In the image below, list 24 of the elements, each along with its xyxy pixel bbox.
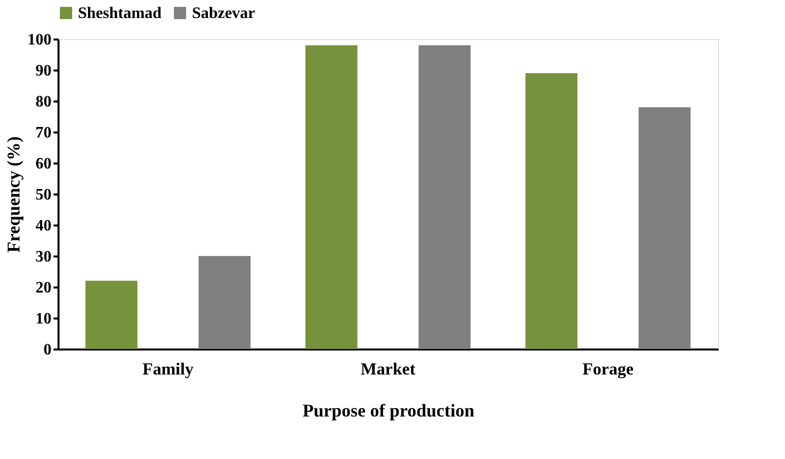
y-tick-label: 100 [28,32,52,48]
x-tick-label: Market [360,360,416,378]
y-tick-label: 40 [36,218,52,234]
bar [198,256,251,349]
y-tick-label: 60 [36,156,52,172]
x-tick-label: Forage [582,360,634,378]
bar [638,107,691,349]
y-tick-label: 70 [36,124,52,142]
bar [85,280,138,349]
y-tick-label: 10 [36,310,52,328]
x-tick-label: Family [142,360,194,378]
y-axis-title: Frequency (%) [4,136,24,253]
bar [418,45,471,349]
bar [525,73,578,349]
legend-label: Sheshtamad [78,5,162,22]
x-axis-title: Purpose of production [302,400,474,420]
y-tick-label: 80 [36,94,52,110]
y-tick-label: 50 [36,186,52,204]
y-tick-label: 90 [36,62,52,80]
legend-label: Sabzevar [192,5,256,22]
y-tick-label: 20 [36,280,52,296]
bar [305,45,358,349]
y-tick-label: 0 [44,342,52,358]
y-tick-label: 30 [36,248,52,266]
